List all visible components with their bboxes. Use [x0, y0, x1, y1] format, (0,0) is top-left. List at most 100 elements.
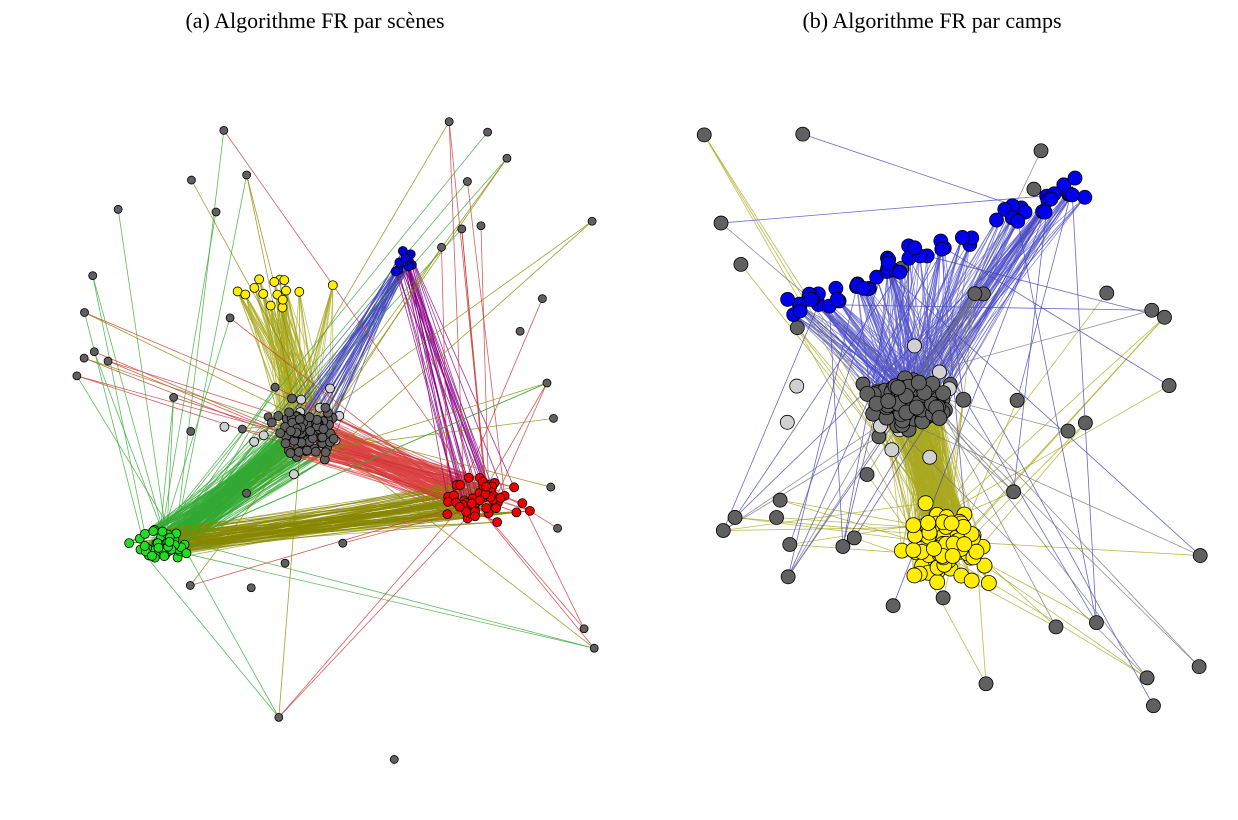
node: [258, 430, 269, 441]
node: [273, 411, 284, 421]
node: [931, 410, 948, 426]
node: [284, 407, 295, 418]
edge: [271, 121, 450, 423]
node: [1067, 170, 1083, 186]
edge: [84, 357, 460, 508]
node: [461, 506, 471, 517]
node: [1191, 659, 1207, 675]
node: [437, 242, 446, 252]
node: [780, 292, 796, 307]
node: [157, 526, 168, 537]
edge: [1017, 221, 1097, 623]
node: [103, 356, 113, 366]
edge: [1013, 200, 1049, 492]
node: [317, 432, 328, 443]
node: [892, 264, 908, 280]
edge: [1016, 177, 1076, 401]
edge: [285, 290, 320, 430]
node: [285, 426, 296, 436]
edge: [493, 382, 548, 502]
node: [242, 488, 251, 498]
node: [803, 292, 819, 307]
node: [287, 393, 297, 404]
node: [400, 253, 411, 264]
node: [277, 294, 288, 305]
edge: [787, 283, 858, 577]
edge: [402, 250, 474, 499]
edge: [908, 293, 976, 388]
node: [537, 294, 547, 304]
node: [495, 492, 506, 503]
edge: [842, 211, 1046, 547]
edge: [780, 499, 929, 528]
edge: [92, 275, 146, 534]
edge: [787, 398, 908, 578]
edge: [887, 268, 1097, 623]
edge: [410, 254, 479, 502]
node: [789, 320, 805, 336]
node: [113, 204, 123, 214]
node: [454, 501, 465, 512]
edge: [237, 291, 293, 438]
node: [1077, 189, 1093, 205]
node: [270, 382, 280, 392]
edge: [441, 247, 449, 502]
node: [280, 558, 290, 568]
edge: [84, 312, 483, 482]
edge: [140, 477, 469, 550]
edge: [787, 240, 942, 577]
edge: [189, 452, 291, 586]
node: [779, 414, 795, 430]
edge: [176, 491, 492, 534]
edge: [933, 394, 1057, 628]
node: [444, 117, 454, 127]
node: [502, 153, 512, 163]
edge: [408, 264, 457, 503]
node: [934, 241, 950, 257]
node: [943, 515, 960, 532]
node: [910, 374, 927, 391]
edge: [92, 275, 167, 544]
node: [549, 413, 558, 423]
edge: [887, 249, 943, 402]
node: [835, 539, 851, 554]
node: [1026, 181, 1042, 197]
node: [455, 480, 466, 490]
node: [713, 215, 729, 231]
edge: [455, 298, 543, 503]
node: [980, 575, 997, 591]
node: [457, 224, 467, 234]
edge: [940, 240, 970, 555]
node: [280, 438, 291, 449]
edge: [397, 269, 467, 512]
caption: (b) Algorithme FR par camps: [802, 8, 1061, 33]
edge: [246, 174, 297, 418]
edge: [302, 158, 508, 439]
edge: [734, 193, 1070, 518]
edge: [175, 174, 248, 534]
node: [79, 353, 89, 363]
node: [880, 255, 896, 271]
node: [935, 590, 951, 606]
node: [517, 498, 528, 509]
node: [72, 371, 82, 381]
node: [908, 399, 925, 416]
node: [186, 426, 196, 436]
node: [219, 125, 229, 135]
node: [296, 394, 307, 405]
edge: [162, 157, 508, 549]
node: [589, 643, 599, 653]
edge: [174, 130, 225, 549]
node: [164, 536, 175, 547]
edge: [322, 271, 397, 438]
node: [579, 624, 589, 634]
edge: [324, 220, 593, 460]
edge: [325, 382, 548, 453]
node: [859, 467, 875, 482]
node: [481, 481, 492, 492]
node: [211, 207, 221, 217]
edge: [270, 305, 286, 428]
node: [859, 385, 876, 402]
edge: [734, 258, 910, 518]
node: [733, 256, 749, 272]
